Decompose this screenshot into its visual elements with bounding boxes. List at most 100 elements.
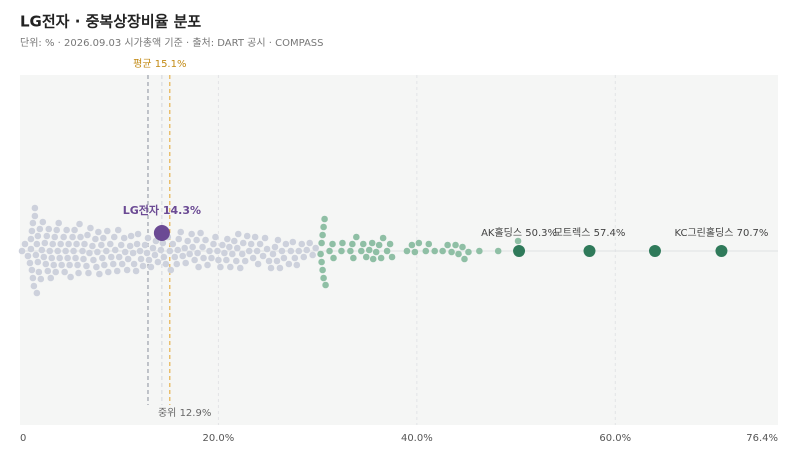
dot xyxy=(34,258,42,266)
dot xyxy=(280,254,288,262)
dot xyxy=(368,239,376,247)
dot xyxy=(35,268,43,276)
dot xyxy=(111,246,119,254)
dot xyxy=(144,234,152,242)
dot xyxy=(383,247,391,255)
dot xyxy=(287,247,295,255)
dot xyxy=(251,233,259,241)
dot xyxy=(21,240,29,248)
dot xyxy=(64,254,71,262)
dot xyxy=(107,253,115,261)
dot xyxy=(96,270,103,278)
dot xyxy=(137,255,145,263)
dot xyxy=(212,233,219,241)
dot xyxy=(282,240,290,248)
dot xyxy=(231,237,238,245)
dot xyxy=(33,289,41,297)
highlight-dot xyxy=(513,245,526,257)
dot xyxy=(92,235,99,243)
dot xyxy=(186,250,193,258)
dot xyxy=(70,247,77,255)
dot xyxy=(223,256,230,264)
dot xyxy=(130,260,138,268)
dot xyxy=(32,251,40,259)
dot xyxy=(291,254,299,262)
dot xyxy=(249,254,257,262)
dot xyxy=(60,233,67,241)
dot xyxy=(33,240,41,248)
dot xyxy=(147,263,155,271)
dot xyxy=(452,241,459,249)
dot xyxy=(514,237,522,245)
dot xyxy=(386,240,394,248)
dot xyxy=(28,227,36,235)
point-label: KC그린홀딩스 70.7% xyxy=(674,226,768,239)
dot xyxy=(110,233,118,241)
dot xyxy=(18,247,26,255)
dot xyxy=(132,267,140,275)
dot xyxy=(40,253,48,261)
dot xyxy=(210,240,217,248)
dot xyxy=(47,274,55,282)
dot xyxy=(114,226,122,234)
x-tick-label: 0 xyxy=(20,433,26,444)
median-label: 중위 12.9% xyxy=(158,406,211,419)
dot xyxy=(69,233,76,241)
dot xyxy=(95,228,102,236)
dot xyxy=(31,212,39,220)
lg-label: LG전자 14.3% xyxy=(123,203,201,217)
dot xyxy=(202,236,209,244)
dot xyxy=(263,245,271,253)
highlight-dot xyxy=(583,245,596,257)
dot xyxy=(143,249,151,257)
dot xyxy=(320,223,327,231)
dot xyxy=(226,243,233,251)
dot xyxy=(117,241,125,249)
dot xyxy=(26,259,34,267)
dot xyxy=(85,269,92,277)
dot xyxy=(42,260,50,268)
dot xyxy=(195,263,202,271)
highlight-dot xyxy=(648,245,661,257)
dot xyxy=(276,264,284,272)
dot xyxy=(253,247,261,255)
dot xyxy=(353,233,360,241)
dot xyxy=(369,255,377,263)
point-label: 모트렉스 57.4% xyxy=(554,227,626,239)
dot xyxy=(77,233,84,241)
x-tick-label: 40.0% xyxy=(401,433,433,444)
dot xyxy=(238,250,246,258)
dot xyxy=(73,240,80,248)
dot xyxy=(321,215,328,223)
dot xyxy=(129,249,137,257)
dot xyxy=(171,253,179,261)
dot xyxy=(58,261,65,269)
dot xyxy=(133,240,141,248)
x-tick-label: 76.4% xyxy=(746,433,778,444)
dot xyxy=(175,235,183,243)
dot xyxy=(179,252,187,260)
dot xyxy=(465,248,472,256)
dot xyxy=(118,260,126,268)
dot xyxy=(113,267,121,275)
dot xyxy=(93,263,100,271)
dot xyxy=(388,253,396,261)
dot xyxy=(224,235,231,243)
dot xyxy=(139,262,147,270)
dot xyxy=(46,247,54,255)
dot xyxy=(377,254,385,262)
dot xyxy=(191,256,198,264)
dot xyxy=(127,232,135,240)
dot xyxy=(431,247,439,255)
dot xyxy=(293,261,301,269)
dot xyxy=(319,266,326,274)
dot xyxy=(87,224,94,232)
dot xyxy=(81,240,88,248)
dot xyxy=(145,256,153,264)
dot xyxy=(167,266,175,274)
dot xyxy=(459,243,466,251)
dot xyxy=(208,254,215,262)
dot xyxy=(239,239,247,247)
dot xyxy=(80,255,87,263)
